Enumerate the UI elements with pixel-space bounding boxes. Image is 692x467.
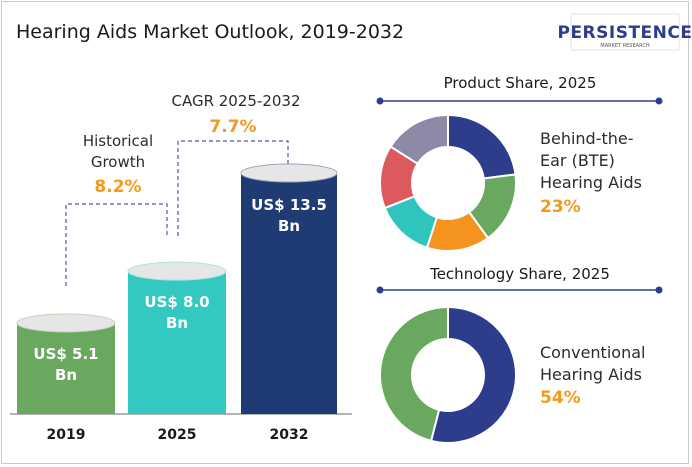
historical-growth-value: 8.2%: [94, 177, 141, 197]
conventional-share-value: 54%: [540, 388, 581, 408]
conventional-label-line1: Conventional: [540, 343, 645, 362]
historical-connector: [65, 203, 168, 286]
bar-value-label: US$ 8.0: [144, 293, 209, 311]
brand-logo: PERSISTENCE MARKET RESEARCH: [557, 13, 692, 51]
x-tick-label: 2019: [47, 427, 86, 443]
donut-slice: [379, 305, 449, 443]
product-share-title: Product Share, 2025: [444, 74, 597, 92]
x-tick-label: 2032: [270, 427, 309, 443]
donut-slice: [389, 113, 449, 166]
technology-share-donut: [379, 305, 517, 444]
bar-value-label: Bn: [55, 366, 77, 384]
bar-value-label: Bn: [278, 217, 300, 235]
historical-label-line2: Growth: [91, 153, 145, 171]
market-size-bar-chart: Historical Growth 8.2% CAGR 2025-2032 7.…: [10, 92, 352, 443]
divider-dot-left: [376, 286, 384, 294]
bar-value-label: US$ 5.1: [33, 345, 98, 363]
bar-value-label: US$ 13.5: [251, 196, 327, 214]
logo-subtext: MARKET RESEARCH: [600, 43, 649, 49]
bars: US$ 5.1 Bn 2019 US$ 8.0 Bn 2025 US$ 13.5 Bn 2032: [16, 163, 338, 443]
divider-dot-right: [655, 97, 663, 105]
bar-2019: [17, 322, 115, 414]
donut-slice: [447, 113, 517, 180]
bte-label-line2: Ear (BTE): [540, 151, 615, 170]
bar-2032: [241, 173, 337, 414]
logo-text: PERSISTENCE: [557, 23, 692, 43]
divider-dot-right: [655, 286, 663, 294]
bte-label-line1: Behind-the-: [540, 129, 634, 148]
chart-title: Hearing Aids Market Outlook, 2019-2032: [16, 21, 404, 43]
conventional-label-line2: Hearing Aids: [540, 365, 642, 384]
donut-slice: [429, 305, 517, 444]
technology-share-section: Technology Share, 2025 Conventional Hear…: [376, 262, 663, 444]
logo-box: [570, 13, 680, 51]
bar-value-label: Bn: [166, 314, 188, 332]
technology-share-title: Technology Share, 2025: [429, 265, 610, 283]
product-share-section: Product Share, 2025 Behind-the- Ear (BTE…: [376, 70, 663, 252]
bte-label-line3: Hearing Aids: [540, 173, 642, 192]
divider-dot-left: [376, 97, 384, 105]
cagr-value: 7.7%: [209, 117, 256, 137]
bar-top-cap: [16, 313, 116, 333]
section-title-bg: [418, 70, 622, 94]
bar-top-cap: [127, 261, 227, 281]
cagr-label: CAGR 2025-2032: [171, 92, 300, 110]
cagr-connector: [177, 140, 289, 236]
product-share-donut: [379, 113, 517, 252]
bar-2025: [128, 271, 226, 414]
bar-top-cap: [240, 163, 338, 183]
section-title-bg: [406, 262, 634, 286]
bte-share-value: 23%: [540, 197, 581, 217]
historical-label-line1: Historical: [83, 132, 153, 150]
growth-connectors: [65, 140, 289, 286]
x-tick-label: 2025: [158, 427, 197, 443]
